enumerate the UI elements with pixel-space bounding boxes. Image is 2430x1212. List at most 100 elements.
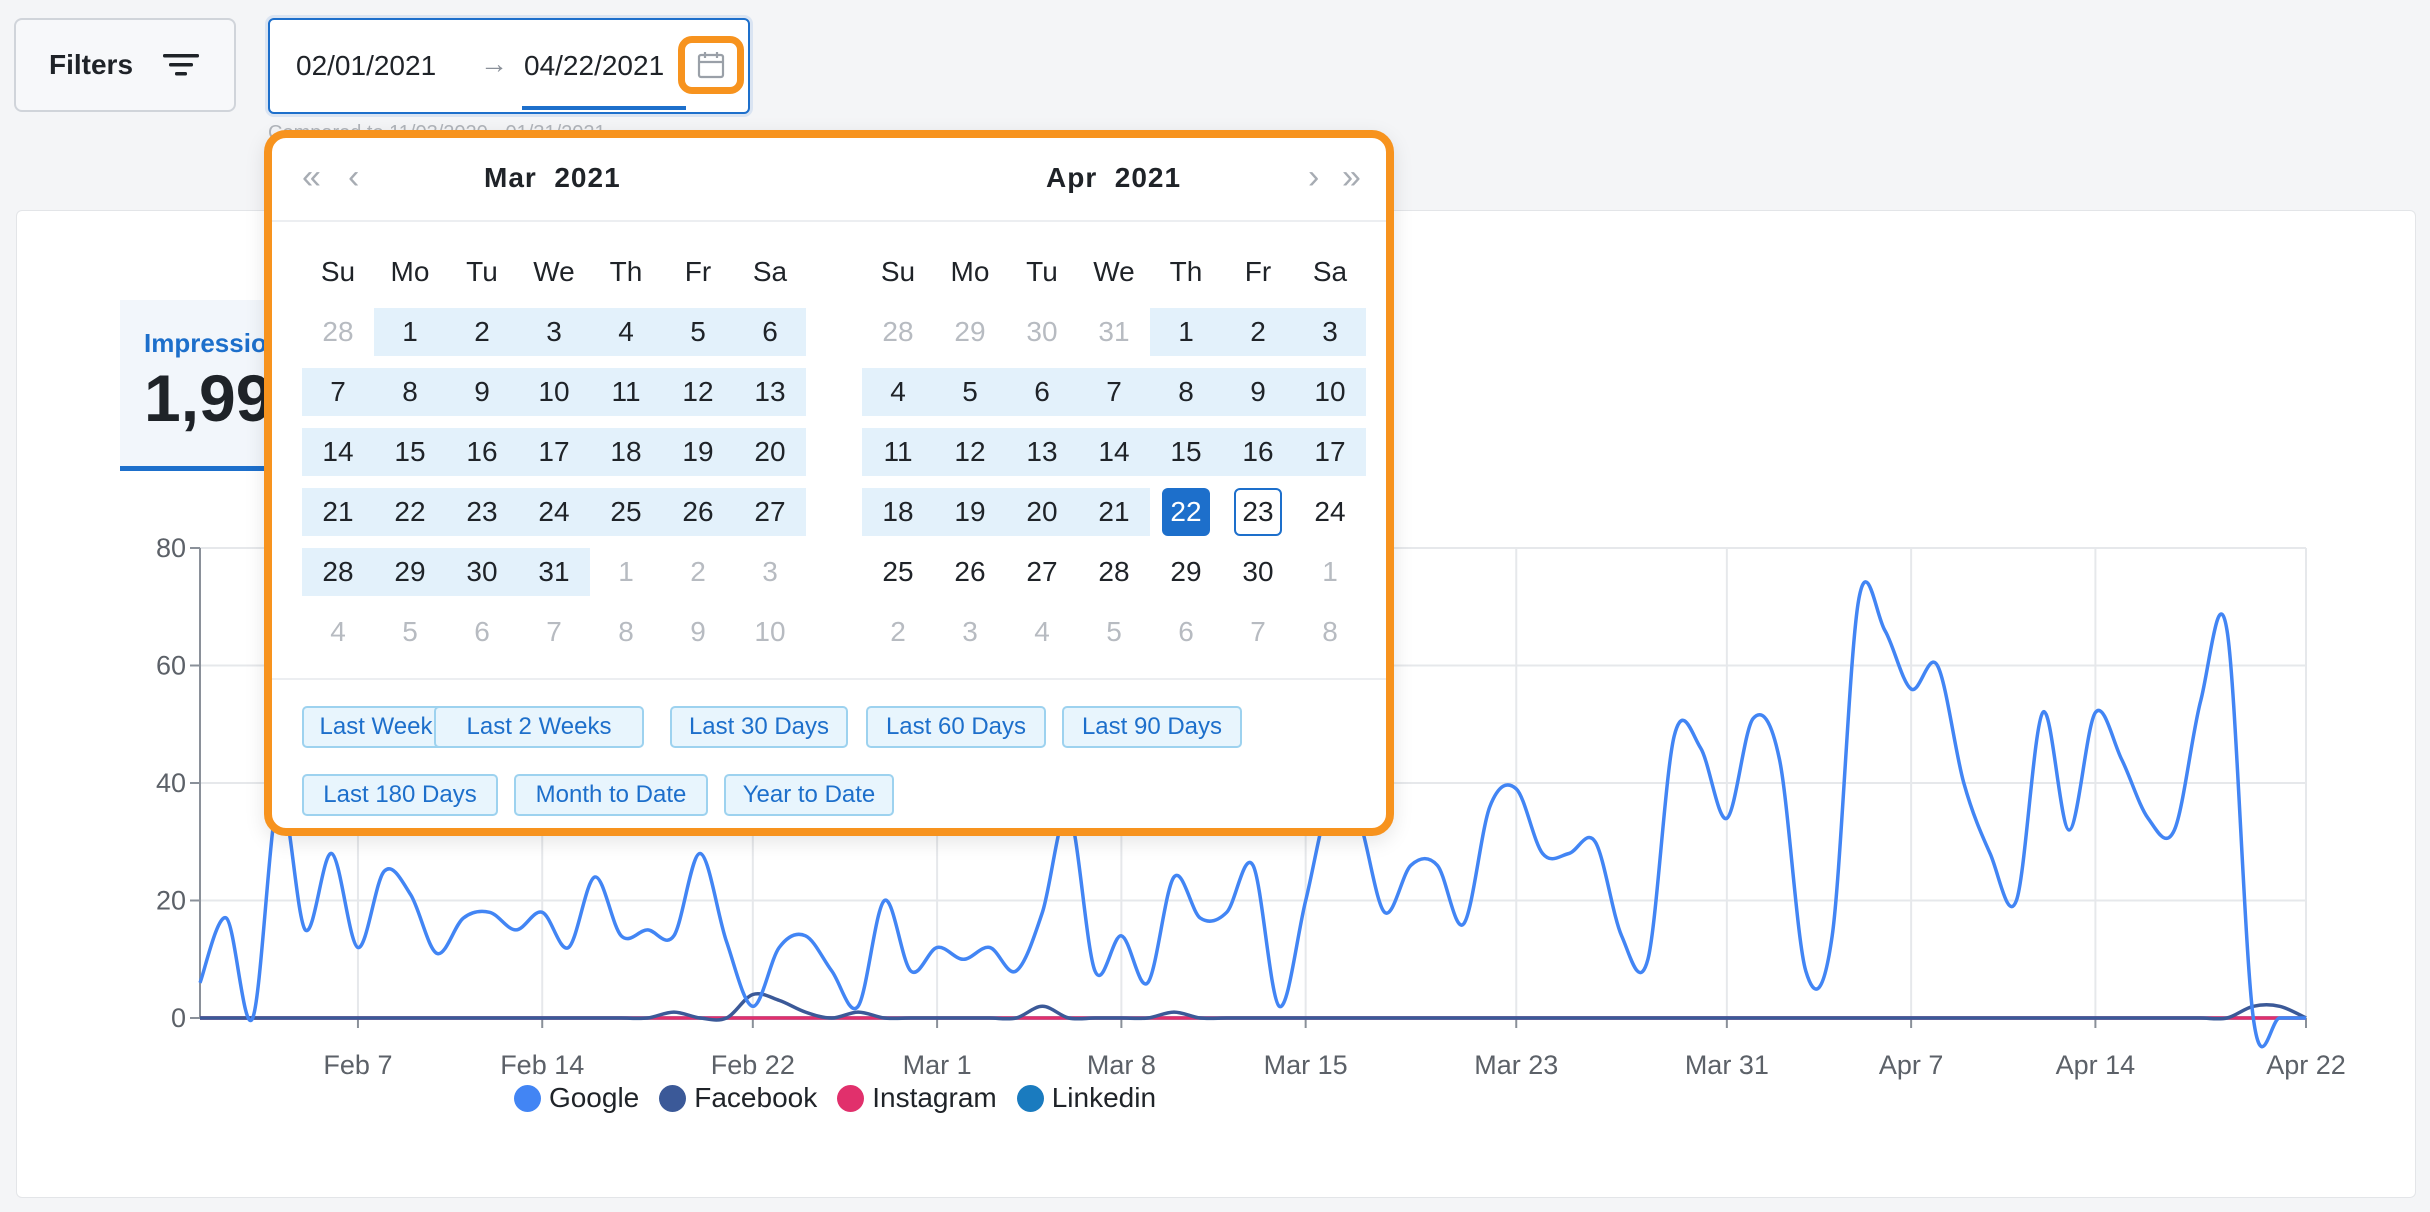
- legend-item-google[interactable]: Google: [513, 1082, 639, 1114]
- legend-item-linkedin[interactable]: Linkedin: [1016, 1082, 1156, 1114]
- apr-day-cell[interactable]: 15: [1150, 422, 1222, 482]
- mar-day-cell[interactable]: 7: [518, 602, 590, 662]
- mar-day-cell[interactable]: 4: [590, 302, 662, 362]
- apr-day-cell[interactable]: 5: [1078, 602, 1150, 662]
- mar-day-cell[interactable]: 21: [302, 482, 374, 542]
- preset-last-2-weeks[interactable]: Last 2 Weeks: [434, 706, 644, 748]
- preset-last-180-days[interactable]: Last 180 Days: [302, 774, 498, 816]
- apr-day-cell[interactable]: 30: [1006, 302, 1078, 362]
- preset-last-60-days[interactable]: Last 60 Days: [866, 706, 1046, 748]
- apr-day-cell[interactable]: 5: [934, 362, 1006, 422]
- mar-day-cell[interactable]: 4: [302, 602, 374, 662]
- apr-day-cell[interactable]: 31: [1078, 302, 1150, 362]
- left-month-title[interactable]: Mar 2021: [484, 162, 621, 193]
- apr-day-cell[interactable]: 26: [934, 542, 1006, 602]
- apr-day-cell[interactable]: 6: [1150, 602, 1222, 662]
- prev-month-button[interactable]: ‹: [348, 158, 360, 196]
- mar-day-cell[interactable]: 8: [374, 362, 446, 422]
- apr-day-cell[interactable]: 10: [1294, 362, 1366, 422]
- preset-last-30-days[interactable]: Last 30 Days: [670, 706, 848, 748]
- mar-day-cell[interactable]: 19: [662, 422, 734, 482]
- apr-day-cell[interactable]: 29: [934, 302, 1006, 362]
- mar-day-cell[interactable]: 24: [518, 482, 590, 542]
- mar-day-cell[interactable]: 13: [734, 362, 806, 422]
- mar-day-cell[interactable]: 5: [662, 302, 734, 362]
- next-month-button[interactable]: ›: [1308, 158, 1320, 196]
- mar-day-cell[interactable]: 18: [590, 422, 662, 482]
- mar-day-cell[interactable]: 2: [662, 542, 734, 602]
- filters-button[interactable]: Filters: [14, 18, 236, 112]
- preset-last-week[interactable]: Last Week: [302, 706, 450, 748]
- range-start-input[interactable]: 02/01/2021: [296, 50, 437, 81]
- mar-day-cell[interactable]: 1: [590, 542, 662, 602]
- mar-day-cell[interactable]: 9: [446, 362, 518, 422]
- apr-day-cell[interactable]: 8: [1294, 602, 1366, 662]
- date-range-picker[interactable]: 02/01/2021 → 04/22/2021: [268, 18, 750, 114]
- mar-day-cell[interactable]: 2: [446, 302, 518, 362]
- apr-day-cell[interactable]: 2: [862, 602, 934, 662]
- mar-day-cell[interactable]: 12: [662, 362, 734, 422]
- apr-day-cell[interactable]: 30: [1222, 542, 1294, 602]
- apr-day-cell[interactable]: 14: [1078, 422, 1150, 482]
- preset-month-to-date[interactable]: Month to Date: [514, 774, 708, 816]
- mar-day-cell[interactable]: 6: [734, 302, 806, 362]
- apr-day-cell[interactable]: 20: [1006, 482, 1078, 542]
- mar-day-cell[interactable]: 14: [302, 422, 374, 482]
- apr-day-cell[interactable]: 7: [1222, 602, 1294, 662]
- mar-day-cell[interactable]: 22: [374, 482, 446, 542]
- mar-day-cell[interactable]: 26: [662, 482, 734, 542]
- apr-day-cell[interactable]: 12: [934, 422, 1006, 482]
- mar-day-cell[interactable]: 3: [734, 542, 806, 602]
- preset-last-90-days[interactable]: Last 90 Days: [1062, 706, 1242, 748]
- mar-day-cell[interactable]: 31: [518, 542, 590, 602]
- mar-day-cell[interactable]: 8: [590, 602, 662, 662]
- mar-day-cell[interactable]: 28: [302, 542, 374, 602]
- mar-day-cell[interactable]: 20: [734, 422, 806, 482]
- mar-day-cell[interactable]: 15: [374, 422, 446, 482]
- apr-day-cell[interactable]: 25: [862, 542, 934, 602]
- mar-day-cell[interactable]: 29: [374, 542, 446, 602]
- mar-day-cell[interactable]: 5: [374, 602, 446, 662]
- mar-day-cell[interactable]: 17: [518, 422, 590, 482]
- apr-day-cell[interactable]: 7: [1078, 362, 1150, 422]
- mar-day-cell[interactable]: 3: [518, 302, 590, 362]
- apr-day-cell[interactable]: 28: [1078, 542, 1150, 602]
- mar-day-cell[interactable]: 30: [446, 542, 518, 602]
- apr-day-cell[interactable]: 23: [1222, 482, 1294, 542]
- apr-day-cell[interactable]: 28: [862, 302, 934, 362]
- apr-day-cell[interactable]: 3: [934, 602, 1006, 662]
- apr-day-cell[interactable]: 16: [1222, 422, 1294, 482]
- mar-day-cell[interactable]: 16: [446, 422, 518, 482]
- apr-day-cell[interactable]: 9: [1222, 362, 1294, 422]
- preset-year-to-date[interactable]: Year to Date: [724, 774, 894, 816]
- mar-day-cell[interactable]: 9: [662, 602, 734, 662]
- apr-day-cell[interactable]: 3: [1294, 302, 1366, 362]
- mar-day-cell[interactable]: 7: [302, 362, 374, 422]
- apr-day-cell[interactable]: 19: [934, 482, 1006, 542]
- apr-day-cell[interactable]: 29: [1150, 542, 1222, 602]
- mar-day-cell[interactable]: 27: [734, 482, 806, 542]
- next-year-button[interactable]: »: [1342, 158, 1361, 196]
- apr-day-cell[interactable]: 18: [862, 482, 934, 542]
- apr-day-cell[interactable]: 8: [1150, 362, 1222, 422]
- mar-day-cell[interactable]: 6: [446, 602, 518, 662]
- mar-day-cell[interactable]: 10: [518, 362, 590, 422]
- legend-item-instagram[interactable]: Instagram: [837, 1082, 997, 1114]
- right-month-title[interactable]: Apr 2021: [1046, 162, 1182, 193]
- apr-day-cell[interactable]: 1: [1294, 542, 1366, 602]
- apr-day-cell[interactable]: 4: [1006, 602, 1078, 662]
- mar-day-cell[interactable]: 25: [590, 482, 662, 542]
- mar-day-cell[interactable]: 1: [374, 302, 446, 362]
- mar-day-cell[interactable]: 10: [734, 602, 806, 662]
- apr-day-cell[interactable]: 6: [1006, 362, 1078, 422]
- apr-day-cell[interactable]: 1: [1150, 302, 1222, 362]
- calendar-icon-button[interactable]: [678, 36, 744, 94]
- mar-day-cell[interactable]: 28: [302, 302, 374, 362]
- prev-year-button[interactable]: «: [302, 158, 321, 196]
- apr-day-cell[interactable]: 11: [862, 422, 934, 482]
- mar-day-cell[interactable]: 23: [446, 482, 518, 542]
- mar-day-cell[interactable]: 11: [590, 362, 662, 422]
- apr-day-cell[interactable]: 24: [1294, 482, 1366, 542]
- apr-day-cell[interactable]: 21: [1078, 482, 1150, 542]
- apr-day-cell[interactable]: 4: [862, 362, 934, 422]
